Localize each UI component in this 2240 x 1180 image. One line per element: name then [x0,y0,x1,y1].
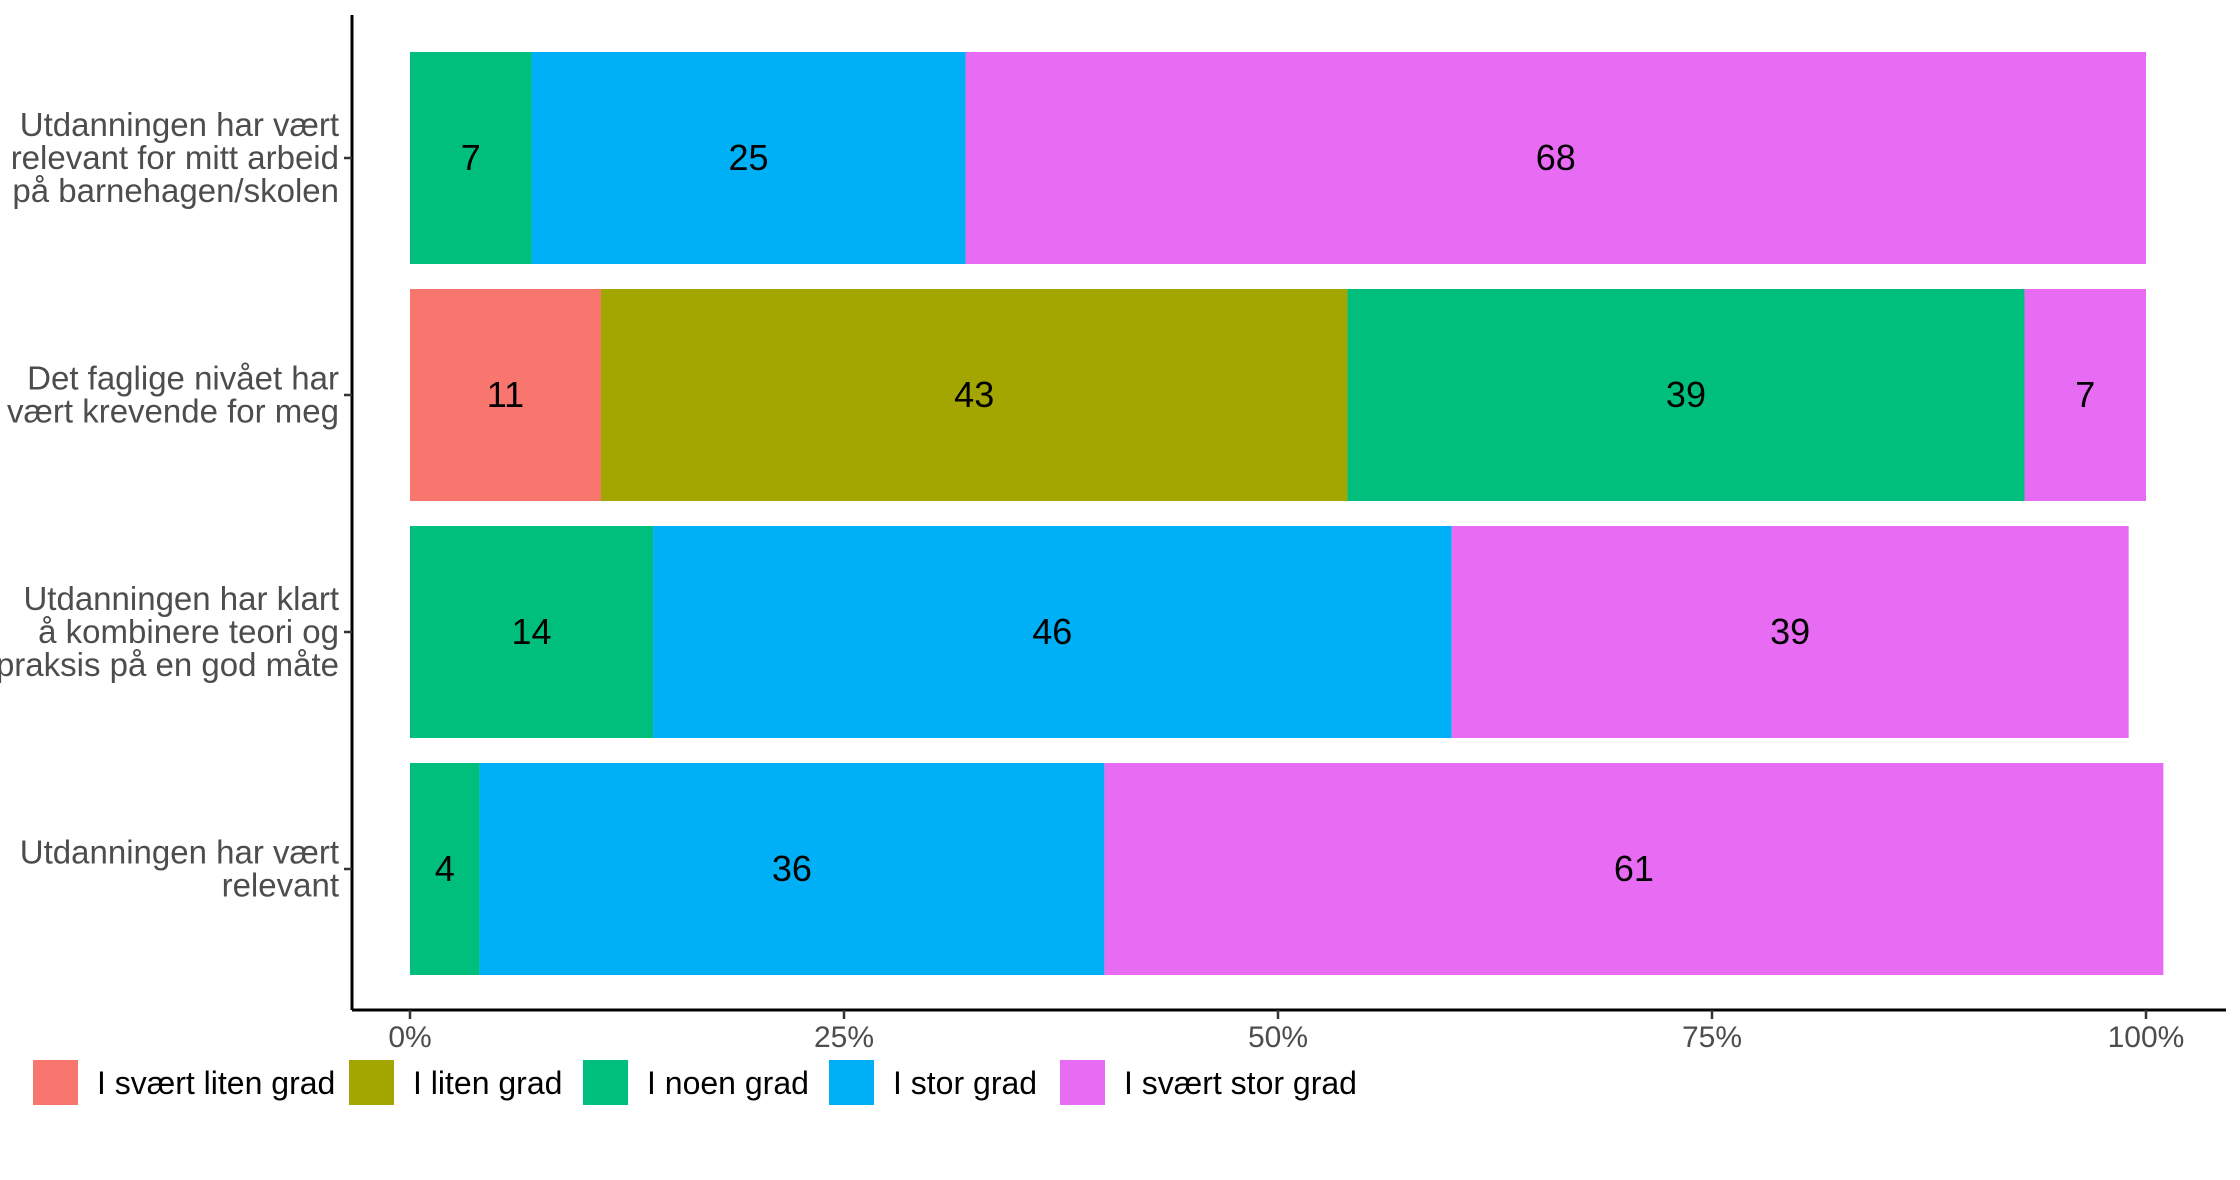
data-label-3-3: 14 [511,611,551,652]
y-axis-ticks [344,156,352,871]
data-label-2-5: 7 [2075,374,2095,415]
bar-segment-2-1 [410,289,601,501]
legend-label-1: I svært liten grad [97,1065,335,1101]
category-label-3: Utdanningen har klart å kombinere teori o… [0,580,339,683]
legend-swatch-2 [349,1060,394,1105]
x-tick-label-4: 75% [1682,1021,1742,1054]
x-tick-label-1: 0% [388,1021,431,1054]
category-label-line: på barnehagen/skolen [12,172,339,209]
data-label-4-5: 61 [1614,848,1654,889]
legend-label-2: I liten grad [413,1065,562,1101]
category-label-line: praksis på en god måte [0,646,339,683]
x-tick-label-5: 100% [2108,1021,2185,1054]
bar-segment-3-5 [1451,526,2129,738]
x-tick-label-2: 25% [814,1021,874,1054]
bar-segment-3-4 [653,526,1452,738]
legend-label-4: I stor grad [893,1065,1037,1101]
bar-segment-4-4 [479,763,1105,975]
category-label-line: Utdanningen har vært [20,834,339,871]
category-label-line: Utdanningen har klart [23,580,339,617]
data-label-2-3: 39 [1666,374,1706,415]
data-labels-layer: 7 25 68 11 43 39 7 14 46 39 4 36 61 [435,137,2096,889]
category-label-line: å kombinere teori og [38,613,339,650]
data-label-1-3: 7 [461,137,481,178]
legend-swatch-3 [583,1060,628,1105]
bar-segment-3-3 [410,526,654,738]
data-label-2-2: 43 [954,374,994,415]
legend-swatch-5 [1060,1060,1105,1105]
category-label-1: Utdanningen har vært relevant for mitt ar… [11,106,339,209]
bar-segment-1-3 [410,52,532,264]
category-label-4: Utdanningen har vært relevant [20,834,339,904]
legend: I svært liten grad I liten grad I noen gra… [33,1060,1357,1105]
legend-swatch-4 [829,1060,874,1105]
category-label-line: vært krevende for meg [7,393,339,430]
bar-segment-1-4 [531,52,966,264]
data-label-1-5: 68 [1536,137,1576,178]
legend-swatch-1 [33,1060,78,1105]
bar-segment-2-2 [600,289,1348,501]
bar-segment-2-3 [1347,289,2025,501]
bars-layer [410,52,2164,975]
data-label-4-4: 36 [772,848,812,889]
category-label-line: Utdanningen har vært [20,106,339,143]
data-label-3-4: 46 [1032,611,1072,652]
bar-segment-4-3 [410,763,480,975]
category-label-2: Det faglige nivået har vært krevende for … [7,360,339,430]
x-axis-ticks: 0% 25% 50% 75% 100% [388,1010,2184,1054]
bar-segment-2-5 [2024,289,2146,501]
legend-label-5: I svært stor grad [1124,1065,1357,1101]
data-label-2-1: 11 [487,374,524,415]
bar-segment-4-5 [1104,763,2164,975]
category-label-line: relevant [222,867,339,904]
data-label-1-4: 25 [728,137,768,178]
legend-label-3: I noen grad [647,1065,809,1101]
y-axis-category-labels: Utdanningen har vært relevant for mitt ar… [0,106,339,904]
x-tick-label-3: 50% [1248,1021,1308,1054]
category-label-line: relevant for mitt arbeid [11,139,339,176]
data-label-4-3: 4 [435,848,455,889]
category-label-line: Det faglige nivået har [27,360,339,397]
data-label-3-5: 39 [1770,611,1810,652]
bar-segment-1-5 [965,52,2146,264]
